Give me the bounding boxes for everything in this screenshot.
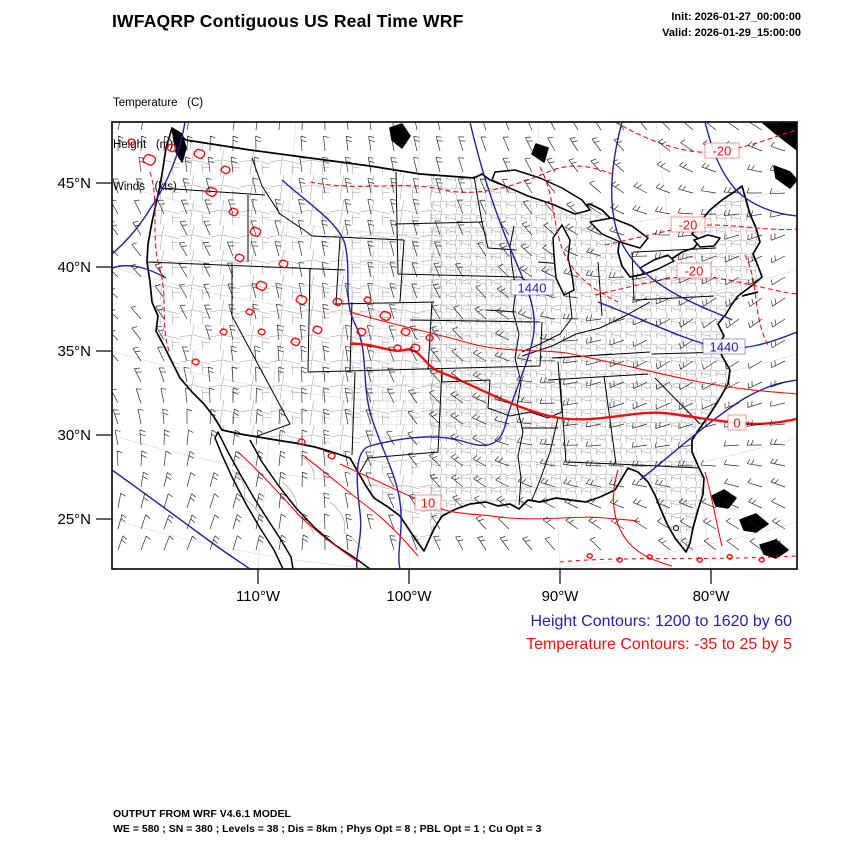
init-valid-block: Init: 2026-01-27_00:00:00 Valid: 2026-01… [662,10,801,42]
footer-model-line: OUTPUT FROM WRF V4.6.1 MODEL [113,808,291,820]
y-tick-label: 30°N [57,427,91,444]
axis-ticks [96,182,712,584]
y-tick-label: 35°N [57,343,91,360]
contour-label: 0 [727,414,747,431]
contour-label: 1440 [702,338,746,355]
x-tick-label: 100°W [386,588,432,605]
plot-frame [111,121,798,570]
contour-labels: -20 -20 -20 1440 1440 [414,142,747,511]
x-axis-labels: 110°W 100°W 90°W 80°W [236,588,730,605]
lake-okeechobee [673,525,679,531]
svg-text:0: 0 [733,416,740,431]
footer-config-line: WE = 580 ; SN = 380 ; Levels = 38 ; Dis … [113,822,542,835]
svg-text:1440: 1440 [710,340,739,355]
wind-barbs-path [112,122,786,551]
contour-label: 10 [414,494,442,511]
contour-range-legend: Height Contours: 1200 to 1620 by 60 Temp… [526,611,792,656]
svg-text:1440: 1440 [518,281,547,296]
temperature-contour-legend: Temperature Contours: -35 to 25 by 5 [526,635,792,653]
lake-ontario [693,234,721,248]
svg-text:-20: -20 [685,264,704,279]
model-footer: OUTPUT FROM WRF V4.6.1 MODEL WE = 580 ; … [113,807,541,836]
plot-title: IWFAQRP Contiguous US Real Time WRF [112,11,464,31]
field-temperature: Temperature (C) [113,97,204,110]
contour-label: -20 [670,216,706,233]
contour-label: -20 [676,262,712,279]
x-tick-label: 110°W [236,588,281,605]
valid-time: Valid: 2026-01-29_15:00:00 [662,26,801,39]
y-tick-label: 45°N [57,175,91,192]
y-axis-labels: 45°N 40°N 35°N 30°N 25°N [57,175,91,528]
svg-text:-20: -20 [713,144,732,159]
x-tick-label: 80°W [693,588,731,605]
init-time: Init: 2026-01-27_00:00:00 [671,11,801,23]
lake-huron [589,217,649,249]
temperature-blob-contours [127,138,766,563]
svg-text:-20: -20 [679,218,698,233]
lake-michigan [552,224,575,296]
lake-erie [639,254,675,275]
svg-text:10: 10 [421,496,435,511]
y-tick-label: 25°N [57,511,91,528]
x-tick-label: 90°W [542,588,580,605]
contour-label: -20 [704,142,740,159]
us-coastline [146,127,763,553]
height-contour-legend: Height Contours: 1200 to 1620 by 60 [530,613,792,630]
y-tick-label: 40°N [57,259,91,276]
contour-label: 1440 [510,279,554,296]
mexico-terrain-lines [231,454,363,551]
